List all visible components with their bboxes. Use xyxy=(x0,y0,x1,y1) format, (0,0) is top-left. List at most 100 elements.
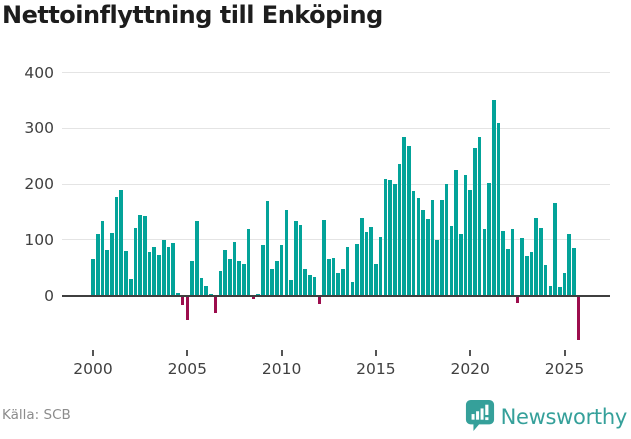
bar xyxy=(364,232,369,296)
bar xyxy=(143,216,147,296)
source-note: Källa: SCB xyxy=(2,407,71,423)
bar xyxy=(110,233,114,296)
bar xyxy=(496,122,501,296)
bar xyxy=(213,296,218,314)
bar xyxy=(204,286,208,296)
bar xyxy=(237,260,241,296)
newsworthy-badge-icon xyxy=(465,399,495,435)
bar xyxy=(369,227,373,296)
bar xyxy=(293,221,298,296)
bar xyxy=(506,248,510,296)
bar xyxy=(223,249,227,296)
bar xyxy=(133,228,138,296)
bar xyxy=(95,234,100,296)
y-tick-label-200: 200 xyxy=(24,175,54,194)
bar xyxy=(270,269,274,296)
bar xyxy=(138,214,142,296)
gridline-100 xyxy=(62,239,610,241)
bar xyxy=(548,286,553,296)
newsworthy-wordmark: Newsworthy xyxy=(500,405,628,429)
bar xyxy=(510,228,515,296)
bar xyxy=(114,196,119,296)
bar xyxy=(468,190,472,296)
bar xyxy=(572,247,576,296)
bar xyxy=(242,263,246,296)
bar xyxy=(331,257,336,296)
bar xyxy=(152,246,157,296)
bar xyxy=(458,234,463,296)
bar xyxy=(185,296,190,320)
bar xyxy=(326,258,331,296)
x-tick-mark xyxy=(186,350,189,356)
bar xyxy=(161,239,166,296)
newsworthy-logo[interactable]: Newsworthy xyxy=(465,400,627,434)
plot-area xyxy=(62,65,610,347)
bar xyxy=(166,246,171,296)
bar xyxy=(308,275,312,296)
bar xyxy=(128,278,133,296)
bar xyxy=(383,178,388,296)
bar xyxy=(251,296,256,300)
bar xyxy=(312,277,317,296)
y-tick-label-0: 0 xyxy=(44,286,54,305)
x-tick-label-2015: 2015 xyxy=(356,360,396,378)
bar xyxy=(482,228,487,296)
bar xyxy=(449,225,454,296)
bar xyxy=(378,237,383,296)
bar xyxy=(491,100,496,296)
bar xyxy=(435,240,439,296)
bar xyxy=(359,218,364,296)
gridline-200 xyxy=(62,183,610,185)
bar xyxy=(91,258,95,296)
bar xyxy=(246,229,251,296)
chart-title: Nettoinflyttning till Enköping xyxy=(2,1,383,29)
bar xyxy=(425,218,430,296)
y-tick-label-100: 100 xyxy=(24,230,54,249)
bar xyxy=(209,293,213,296)
bar xyxy=(124,250,128,296)
bar xyxy=(421,210,425,296)
bar xyxy=(279,244,284,296)
bar xyxy=(147,251,152,296)
bar xyxy=(232,242,237,296)
zero-axis-line xyxy=(62,294,610,297)
bar xyxy=(355,244,359,296)
bar xyxy=(350,282,355,296)
bar xyxy=(265,201,270,296)
x-tick-mark xyxy=(374,350,377,356)
bar xyxy=(199,277,204,296)
gridline-300 xyxy=(62,127,610,129)
bar xyxy=(402,136,406,296)
bar xyxy=(171,242,175,296)
bar xyxy=(444,184,449,296)
bar xyxy=(487,183,491,296)
bar xyxy=(397,163,402,296)
bar xyxy=(317,296,322,304)
bar xyxy=(303,268,307,296)
bar xyxy=(557,286,562,296)
x-tick-mark xyxy=(280,350,283,356)
bar xyxy=(336,273,340,296)
bar xyxy=(322,220,326,296)
bar xyxy=(440,199,444,296)
bar xyxy=(543,265,548,296)
bar xyxy=(576,296,581,341)
bar xyxy=(529,251,534,296)
bar xyxy=(473,147,477,296)
bar xyxy=(284,209,289,296)
bar xyxy=(190,260,194,296)
bar xyxy=(341,268,345,296)
bar xyxy=(515,296,520,304)
bar xyxy=(501,230,505,296)
bar xyxy=(520,238,524,296)
bar xyxy=(539,228,543,296)
bar xyxy=(345,247,350,296)
bar xyxy=(524,255,529,296)
bar xyxy=(567,233,571,296)
bar xyxy=(374,263,378,296)
x-tick-label-2005: 2005 xyxy=(167,360,208,378)
bar xyxy=(463,174,468,296)
x-tick-label-2000: 2000 xyxy=(73,360,113,378)
bar xyxy=(100,220,105,296)
